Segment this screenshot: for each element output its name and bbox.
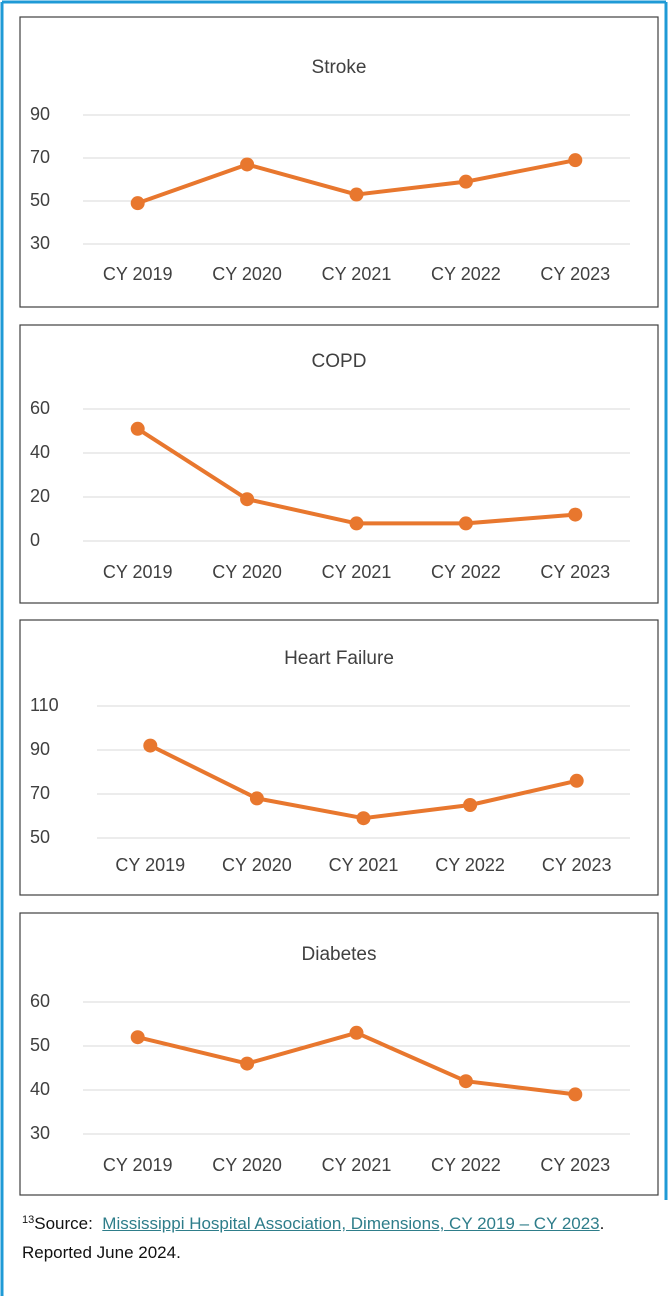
y-tick-label: 90: [30, 739, 50, 759]
y-tick-label: 40: [30, 442, 50, 462]
chart-title: Diabetes: [302, 944, 377, 965]
y-tick-label: 50: [30, 190, 50, 210]
chart-title: Stroke: [312, 57, 367, 78]
y-tick-label: 70: [30, 147, 50, 167]
x-tick-label: CY 2021: [322, 264, 392, 284]
data-point: [130, 1030, 145, 1045]
y-tick-label: 50: [30, 1035, 50, 1055]
data-point: [349, 1025, 364, 1040]
data-point: [130, 421, 145, 436]
footnote-prefix: Source:: [34, 1214, 93, 1233]
data-point: [568, 507, 583, 522]
data-point: [463, 798, 478, 812]
data-point: [240, 157, 255, 172]
data-point: [249, 791, 264, 806]
y-tick-label: 30: [30, 1123, 50, 1143]
data-point: [458, 1074, 473, 1089]
chart-title: COPD: [312, 351, 367, 372]
x-tick-label: CY 2022: [431, 562, 501, 582]
x-tick-label: CY 2022: [431, 264, 501, 284]
x-tick-label: CY 2019: [103, 1155, 173, 1175]
data-point: [569, 773, 584, 788]
source-link[interactable]: Mississippi Hospital Association, Dimens…: [102, 1214, 600, 1233]
y-tick-label: 20: [30, 486, 50, 506]
x-tick-label: CY 2023: [540, 264, 610, 284]
x-tick-label: CY 2021: [322, 1155, 392, 1175]
x-tick-label: CY 2021: [322, 562, 392, 582]
x-tick-label: CY 2020: [222, 855, 292, 875]
data-point: [458, 516, 473, 531]
chart-title: Heart Failure: [284, 648, 394, 669]
y-tick-label: 60: [30, 398, 50, 418]
x-tick-label: CY 2023: [542, 855, 612, 875]
chart-frame: [19, 912, 659, 1196]
x-tick-label: CY 2020: [212, 264, 282, 284]
data-point: [240, 1056, 255, 1071]
y-tick-label: 60: [30, 991, 50, 1011]
data-point: [130, 196, 145, 211]
x-tick-label: CY 2019: [115, 855, 185, 875]
y-tick-label: 40: [30, 1079, 50, 1099]
data-point: [143, 738, 158, 753]
y-tick-label: 70: [30, 783, 50, 803]
x-tick-label: CY 2023: [540, 1155, 610, 1175]
x-tick-label: CY 2022: [431, 1155, 501, 1175]
data-point: [349, 187, 364, 202]
x-tick-label: CY 2020: [212, 1155, 282, 1175]
x-tick-label: CY 2019: [103, 264, 173, 284]
x-tick-label: CY 2021: [329, 855, 399, 875]
chart-frame: [19, 324, 659, 604]
data-point: [349, 516, 364, 531]
chart-frame: [19, 619, 659, 896]
chart-frame: [19, 16, 659, 308]
y-tick-label: 90: [30, 104, 50, 124]
y-tick-label: 50: [30, 827, 50, 847]
x-tick-label: CY 2022: [435, 855, 505, 875]
x-tick-label: CY 2020: [212, 562, 282, 582]
footnote-number: 13: [22, 1214, 35, 1226]
footnote-suffix: . Reported June 2024.: [22, 1214, 605, 1262]
y-tick-label: 110: [30, 695, 59, 715]
data-point: [568, 1087, 583, 1102]
x-tick-label: CY 2019: [103, 562, 173, 582]
data-point: [458, 174, 473, 189]
footnote: 13Source: Mississippi Hospital Associati…: [22, 1206, 642, 1267]
y-tick-label: 0: [30, 530, 40, 550]
data-point: [568, 153, 583, 168]
y-tick-label: 30: [30, 233, 50, 253]
data-point: [356, 811, 371, 826]
x-tick-label: CY 2023: [540, 562, 610, 582]
data-point: [240, 492, 255, 507]
